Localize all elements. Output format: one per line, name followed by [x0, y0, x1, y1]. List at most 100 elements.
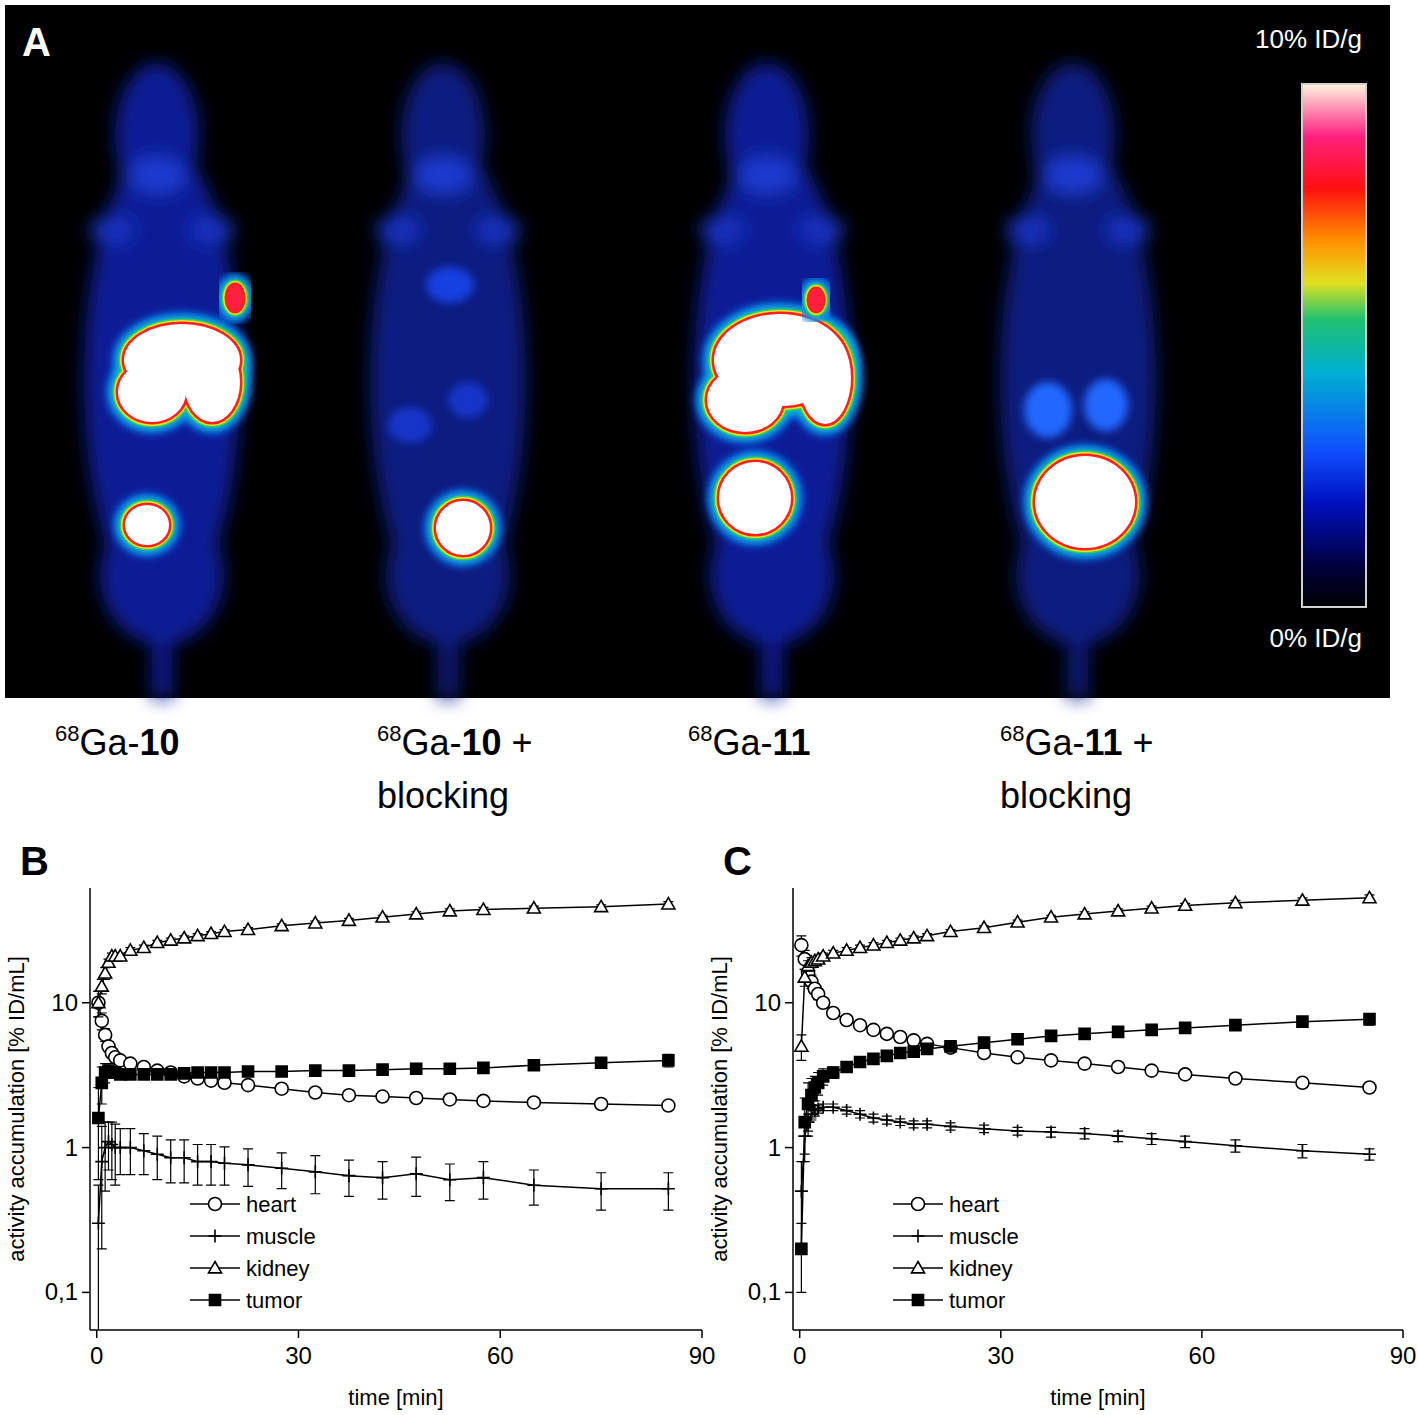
series-line	[98, 1060, 668, 1118]
colorbar-label: 0% ID/g	[1270, 623, 1363, 653]
x-tick	[298, 1330, 300, 1338]
pet-core	[184, 342, 240, 422]
pet-core	[1035, 456, 1135, 548]
pet-tail	[152, 620, 172, 698]
series-heart	[795, 936, 1376, 1094]
data-point	[1046, 1030, 1057, 1041]
pet-core	[118, 362, 186, 422]
pet-halo	[1035, 456, 1135, 548]
y-tick-label: 10	[754, 989, 781, 1016]
legend-label: heart	[246, 1192, 296, 1217]
data-point	[206, 1067, 217, 1078]
pet-halo	[118, 362, 186, 422]
data-point	[309, 1165, 322, 1178]
legend: heartmusclekidneytumor	[893, 1192, 1019, 1313]
data-point	[1078, 1057, 1091, 1070]
data-point	[595, 900, 608, 911]
y-axis	[792, 888, 794, 1330]
pet-core	[809, 289, 823, 311]
data-point	[124, 1141, 137, 1154]
data-point	[342, 1169, 355, 1182]
data-point	[796, 1243, 807, 1254]
data-point	[218, 925, 231, 936]
y-tick-label: 1	[768, 1134, 781, 1161]
data-point	[1363, 1081, 1376, 1094]
pet-halo	[707, 368, 783, 432]
pet-halo	[184, 342, 240, 422]
data-point	[795, 1185, 808, 1198]
image-label: 68Ga-11 +	[1000, 721, 1154, 763]
pet-organ	[1084, 379, 1128, 431]
compound: 11	[773, 722, 811, 763]
data-point	[662, 1182, 675, 1195]
x-axis-label: time [min]	[1050, 1385, 1145, 1410]
pet-core	[719, 462, 791, 534]
data-point	[1145, 902, 1158, 913]
legend-label: tumor	[246, 1288, 302, 1313]
data-point	[1079, 1028, 1090, 1039]
data-point	[867, 1112, 880, 1125]
x-tick-label: 30	[285, 1342, 312, 1369]
data-point	[1229, 1072, 1242, 1085]
panel-a: A10% ID/g0% ID/g68Ga-1068Ga-10 +blocking…	[5, 5, 1390, 816]
data-point	[894, 934, 907, 945]
data-point	[152, 1069, 163, 1080]
data-point	[342, 914, 355, 925]
data-point	[178, 931, 191, 942]
pet-halo	[227, 285, 243, 311]
pet-halo	[1035, 456, 1135, 548]
series-line	[801, 1107, 1369, 1191]
data-point	[1179, 1068, 1192, 1081]
data-point	[164, 1066, 177, 1079]
pet-spot	[1006, 216, 1050, 244]
data-point	[151, 936, 164, 947]
data-point	[1145, 1132, 1158, 1145]
error-bar	[818, 1069, 828, 1085]
pet-halo	[719, 462, 791, 534]
data-point	[343, 1065, 354, 1076]
data-point	[1179, 899, 1192, 910]
pet-halo	[707, 368, 783, 432]
data-point	[151, 1148, 164, 1161]
legend-label: heart	[949, 1192, 999, 1217]
pet-organ	[1024, 382, 1072, 438]
pet-core	[436, 501, 490, 555]
data-point	[376, 1171, 389, 1184]
data-point	[243, 1066, 254, 1077]
data-point	[1179, 1135, 1192, 1148]
data-point	[921, 1118, 934, 1131]
pet-halo	[809, 289, 823, 311]
data-point	[868, 1053, 879, 1064]
data-point	[1011, 1125, 1024, 1138]
series-line	[801, 1019, 1369, 1249]
x-tick	[499, 1330, 501, 1338]
data-point	[92, 1217, 105, 1230]
pet-halo	[809, 289, 823, 311]
data-point	[595, 1097, 608, 1110]
pet-halo	[184, 342, 240, 422]
data-point	[95, 980, 108, 991]
series-heart	[92, 991, 675, 1112]
x-tick-label: 60	[1189, 1342, 1216, 1369]
x-tick-label: 90	[1390, 1342, 1417, 1369]
pet-hotspot	[809, 289, 823, 311]
data-point	[96, 1077, 107, 1088]
legend-label: muscle	[949, 1224, 1019, 1249]
legend-marker	[912, 1294, 923, 1305]
pet-halo	[719, 462, 791, 534]
pet-halo	[436, 501, 490, 555]
data-point	[907, 931, 920, 942]
data-point	[410, 1091, 423, 1104]
pet-core	[227, 285, 243, 311]
pet-halo	[227, 285, 243, 311]
data-point	[105, 1138, 118, 1151]
data-point	[99, 967, 112, 978]
pet-halo	[1035, 456, 1135, 548]
pet-organ	[426, 267, 474, 303]
pet-spot	[800, 216, 844, 244]
x-axis-label: time [min]	[348, 1385, 443, 1410]
data-point	[1078, 908, 1091, 919]
legend: heartmusclekidneytumor	[190, 1192, 316, 1313]
data-point	[895, 1047, 906, 1058]
x-tick	[701, 1330, 703, 1338]
